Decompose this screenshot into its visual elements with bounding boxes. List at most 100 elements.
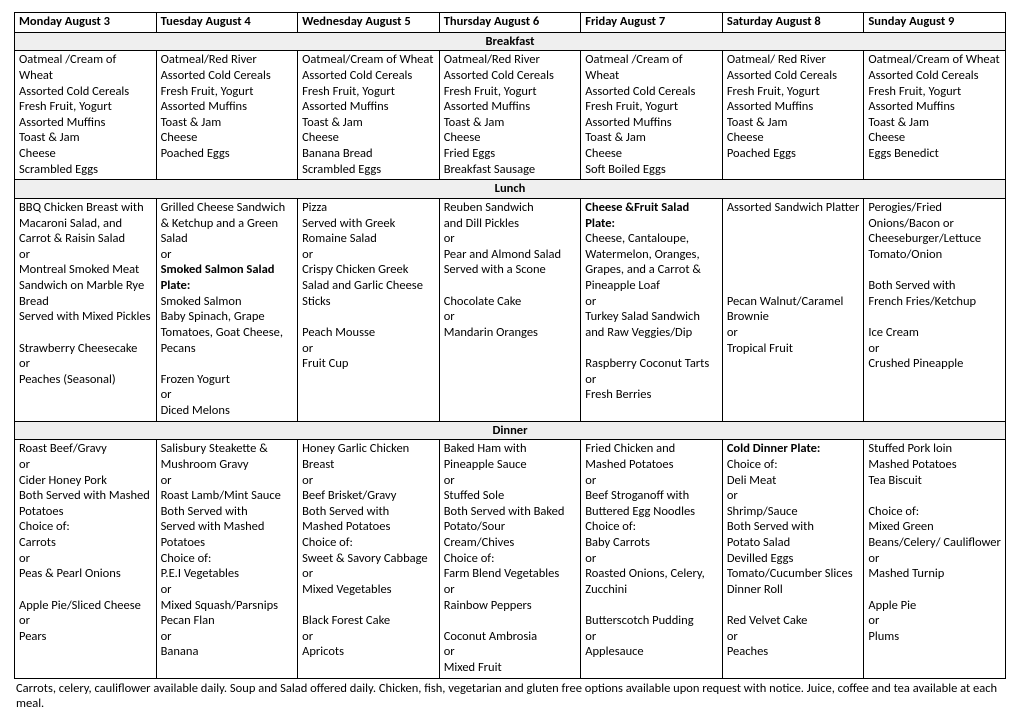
menu-line: Choice of:	[727, 457, 860, 473]
menu-line: or	[727, 488, 860, 504]
menu-line: Soft Boiled Eggs	[585, 162, 718, 178]
footer-note: Carrots, celery, cauliflower available d…	[14, 679, 1006, 712]
menu-line: Assorted Muffins	[444, 99, 577, 115]
section-lunch: Lunch	[15, 180, 1006, 199]
menu-line	[444, 278, 577, 294]
menu-line: Assorted Cold Cereals	[868, 68, 1001, 84]
menu-line	[727, 231, 860, 247]
menu-line: Pizza	[302, 200, 435, 216]
menu-line: Smoked Salmon	[161, 294, 294, 310]
menu-line: Assorted Cold Cereals	[19, 84, 152, 100]
menu-line: or	[444, 231, 577, 247]
menu-line: Assorted Muffins	[868, 99, 1001, 115]
menu-line: Fresh Fruit, Yogurt	[444, 84, 577, 100]
menu-line: or	[444, 582, 577, 598]
menu-line: Assorted Muffins	[727, 99, 860, 115]
breakfast-cell: Oatmeal/Red RiverAssorted Cold CerealsFr…	[156, 51, 298, 180]
menu-line: Peas & Pearl Onions	[19, 566, 152, 582]
section-dinner: Dinner	[15, 421, 1006, 440]
menu-line: Tomato/Cucumber Slices	[727, 566, 860, 582]
menu-line: Peaches	[727, 644, 860, 660]
menu-line: Oatmeal/Red River	[444, 52, 577, 68]
menu-line: Baby Spinach, Grape Tomatoes, Goat Chees…	[161, 309, 294, 356]
section-label: Breakfast	[15, 32, 1006, 51]
breakfast-cell: Oatmeal /Cream of WheatAssorted Cold Cer…	[15, 51, 157, 180]
menu-line	[444, 613, 577, 629]
menu-line: Banana Bread	[302, 146, 435, 162]
menu-line: Toast & Jam	[444, 115, 577, 131]
menu-line: Cider Honey Pork	[19, 473, 152, 489]
menu-line: Mixed Squash/Parsnips	[161, 598, 294, 614]
breakfast-cell: Oatmeal/Red RiverAssorted Cold CerealsFr…	[439, 51, 581, 180]
menu-line: Toast & Jam	[19, 130, 152, 146]
menu-line: Choice of:	[868, 504, 1001, 520]
menu-line: or	[302, 566, 435, 582]
menu-line: Butterscotch Pudding	[585, 613, 718, 629]
menu-line: Assorted Cold Cereals	[302, 68, 435, 84]
menu-line: or	[585, 294, 718, 310]
menu-line: Pecan Flan	[161, 613, 294, 629]
menu-line: Plums	[868, 629, 1001, 645]
menu-line: or	[302, 247, 435, 263]
lunch-cell: Grilled Cheese Sandwich & Ketchup and a …	[156, 198, 298, 421]
day-header: Tuesday August 4	[156, 13, 298, 33]
menu-line: Assorted Muffins	[19, 115, 152, 131]
menu-line: Farm Blend Vegetables	[444, 566, 577, 582]
menu-line: Dinner Roll	[727, 582, 860, 598]
menu-line: or	[444, 644, 577, 660]
menu-line	[727, 262, 860, 278]
menu-line: Banana	[161, 644, 294, 660]
menu-line: Eggs Benedict	[868, 146, 1001, 162]
menu-line: or	[161, 582, 294, 598]
dinner-cell: Salisbury Steakette & Mushroom GravyorRo…	[156, 440, 298, 678]
menu-line: Roast Beef/Gravy	[19, 441, 152, 457]
menu-line: Baby Carrots	[585, 535, 718, 551]
menu-line: or	[19, 457, 152, 473]
menu-line: Oatmeal/Red River	[161, 52, 294, 68]
menu-line: Mashed Potatoes	[302, 519, 435, 535]
menu-line: Turkey Salad Sandwich and Raw Veggies/Di…	[585, 309, 718, 340]
section-label: Dinner	[15, 421, 1006, 440]
menu-line: or	[302, 629, 435, 645]
menu-line: Assorted Muffins	[585, 115, 718, 131]
menu-line: BBQ Chicken Breast with Macaroni Salad, …	[19, 200, 152, 247]
menu-line: Cold Dinner Plate:	[727, 441, 860, 457]
menu-line: Oatmeal /Cream of Wheat	[585, 52, 718, 83]
menu-line	[868, 488, 1001, 504]
menu-line: Cheese &Fruit Salad Plate:	[585, 200, 718, 231]
menu-line: Fresh Fruit, Yogurt	[161, 84, 294, 100]
lunch-cell: BBQ Chicken Breast with Macaroni Salad, …	[15, 198, 157, 421]
menu-line: Toast & Jam	[161, 115, 294, 131]
menu-line: Chocolate Cake	[444, 294, 577, 310]
menu-line	[19, 582, 152, 598]
day-header: Saturday August 8	[722, 13, 864, 33]
menu-line: or	[868, 341, 1001, 357]
breakfast-cell: Oatmeal/Cream of WheatAssorted Cold Cere…	[864, 51, 1006, 180]
menu-line: Shrimp/Sauce	[727, 504, 860, 520]
menu-line: Assorted Cold Cereals	[444, 68, 577, 84]
menu-line: or	[19, 247, 152, 263]
menu-line: Oatmeal /Cream of Wheat	[19, 52, 152, 83]
menu-line: Honey Garlic Chicken Breast	[302, 441, 435, 472]
menu-line: or	[868, 551, 1001, 567]
menu-line: or	[585, 473, 718, 489]
menu-line: Toast & Jam	[727, 115, 860, 131]
menu-line: Cheese	[302, 130, 435, 146]
menu-line: or	[444, 309, 577, 325]
menu-line: or	[585, 551, 718, 567]
menu-line: Stuffed Sole	[444, 488, 577, 504]
menu-line: Apple Pie/Sliced Cheese	[19, 598, 152, 614]
menu-line: Mandarin Oranges	[444, 325, 577, 341]
menu-line: Beef Brisket/Gravy	[302, 488, 435, 504]
menu-line	[161, 356, 294, 372]
menu-line: Toast & Jam	[302, 115, 435, 131]
menu-line: Mashed Turnip	[868, 566, 1001, 582]
menu-line: Assorted Muffins	[161, 99, 294, 115]
menu-line: or	[161, 473, 294, 489]
breakfast-cell: Oatmeal /Cream of WheatAssorted Cold Cer…	[581, 51, 723, 180]
menu-line: Apple Pie	[868, 598, 1001, 614]
menu-line	[868, 582, 1001, 598]
menu-line: Fresh Fruit, Yogurt	[302, 84, 435, 100]
menu-line: Fruit Cup	[302, 356, 435, 372]
dinner-cell: Cold Dinner Plate:Choice of:Deli MeatorS…	[722, 440, 864, 678]
